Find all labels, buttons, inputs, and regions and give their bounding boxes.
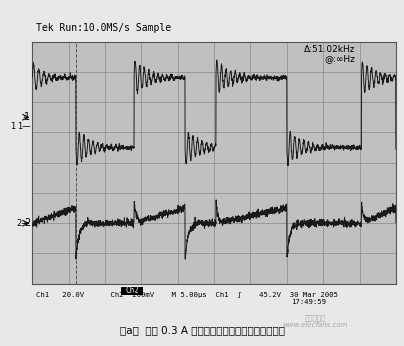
Text: 1: 1: [11, 122, 16, 131]
Text: 2: 2: [24, 218, 31, 228]
Text: 2—: 2—: [17, 219, 30, 228]
Text: 1—: 1—: [17, 122, 30, 131]
Text: Ch1   20.0V      Ch2  200mV    M 5.00μs  Ch1  ʃ    45.2V  30 Mar 2005: Ch1 20.0V Ch2 200mV M 5.00μs Ch1 ʃ 45.2V…: [36, 292, 338, 298]
Text: 1: 1: [24, 112, 31, 122]
Text: 电子发烧友
www.elecfans.com: 电子发烧友 www.elecfans.com: [282, 315, 348, 328]
Text: Δ:51.02kHz: Δ:51.02kHz: [304, 45, 356, 54]
Text: 17:49:59: 17:49:59: [291, 299, 326, 305]
Text: Tek Run:10.0MS/s Sample: Tek Run:10.0MS/s Sample: [36, 23, 171, 33]
Text: Ch2: Ch2: [125, 286, 139, 295]
Text: @:∞Hz: @:∞Hz: [325, 54, 356, 63]
Text: （a）  轻载 0.3 A 时开关管漏极电压及流经电感电流: （a） 轻载 0.3 A 时开关管漏极电压及流经电感电流: [120, 325, 284, 335]
